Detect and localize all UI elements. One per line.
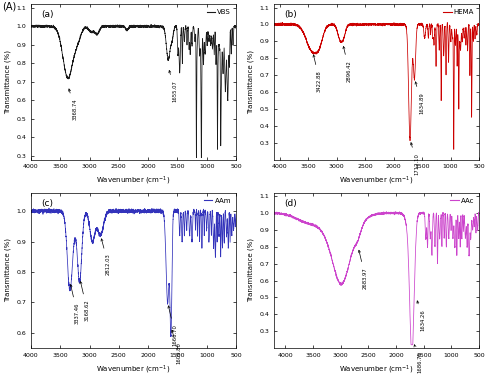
Text: (b): (b)	[284, 10, 296, 19]
Text: 1634.89: 1634.89	[414, 82, 423, 114]
Text: (A): (A)	[2, 2, 17, 12]
Text: 3422.88: 3422.88	[312, 55, 322, 92]
Text: 1609.80: 1609.80	[171, 330, 181, 364]
Text: 1634.26: 1634.26	[416, 301, 425, 331]
Text: 3368.74: 3368.74	[68, 89, 77, 120]
X-axis label: Wavenumber (cm$^{-1}$): Wavenumber (cm$^{-1}$)	[339, 364, 413, 376]
Legend: AAc: AAc	[448, 196, 474, 205]
Legend: VBS: VBS	[205, 8, 232, 16]
Text: 2896.42: 2896.42	[342, 46, 351, 82]
X-axis label: Wavenumber (cm$^{-1}$): Wavenumber (cm$^{-1}$)	[339, 175, 413, 187]
Text: 1686.75: 1686.75	[413, 345, 421, 374]
Text: 1655.07: 1655.07	[168, 70, 177, 102]
Text: 3337.46: 3337.46	[70, 285, 80, 324]
Text: 2812.03: 2812.03	[101, 239, 110, 276]
Text: (c): (c)	[41, 199, 53, 208]
X-axis label: Wavenumber (cm$^{-1}$): Wavenumber (cm$^{-1}$)	[96, 175, 170, 187]
Text: 1666.70: 1666.70	[167, 306, 177, 346]
Text: (a): (a)	[41, 10, 54, 19]
Y-axis label: Transmittance (%): Transmittance (%)	[247, 50, 253, 114]
Y-axis label: Transmittance (%): Transmittance (%)	[4, 50, 11, 114]
Text: 1712.10: 1712.10	[410, 142, 419, 175]
Legend: AAm: AAm	[203, 196, 232, 205]
X-axis label: Wavenumber (cm$^{-1}$): Wavenumber (cm$^{-1}$)	[96, 364, 170, 376]
Y-axis label: Transmittance (%): Transmittance (%)	[247, 238, 253, 302]
Legend: HEMA: HEMA	[441, 8, 474, 16]
Y-axis label: Transmittance (%): Transmittance (%)	[4, 238, 11, 302]
Text: 3168.62: 3168.62	[80, 282, 89, 321]
Text: (d): (d)	[284, 199, 296, 208]
Text: 2683.97: 2683.97	[358, 250, 367, 289]
